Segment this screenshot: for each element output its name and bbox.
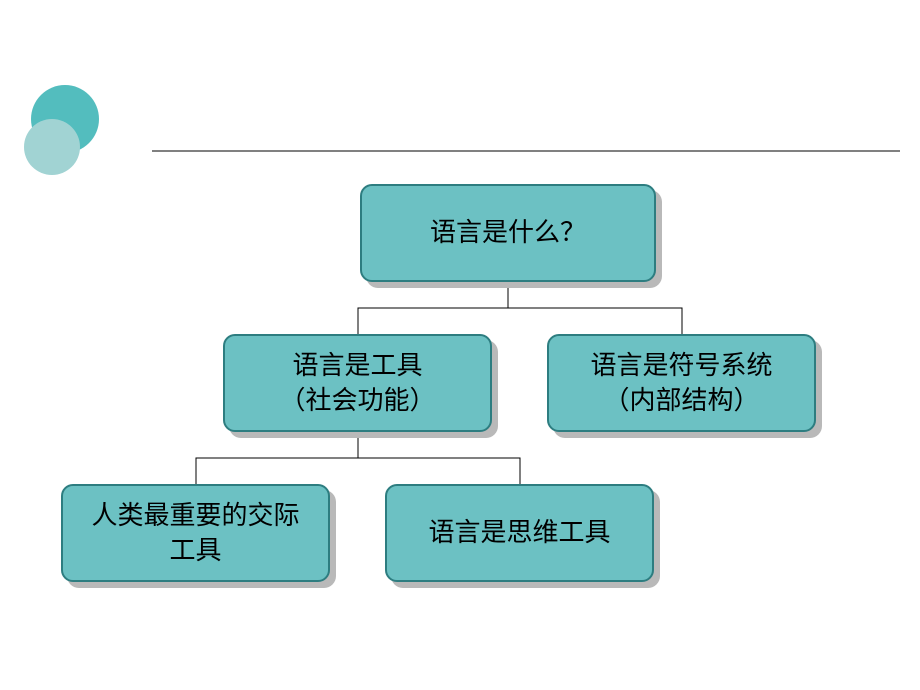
- connector-1: [508, 282, 682, 334]
- connector-3: [358, 432, 520, 484]
- node-ll: 人类最重要的交际 工具: [61, 484, 330, 582]
- connector-0: [358, 282, 508, 334]
- node-right: 语言是符号系统 （内部结构）: [547, 334, 816, 432]
- node-label-ll: 人类最重要的交际 工具: [91, 498, 299, 568]
- node-label-right: 语言是符号系统 （内部结构）: [590, 348, 772, 418]
- diagram-canvas: 语言是什么？ 语言是工具 （社会功能） 语言是符号系统 （内部结构） 人类最重要的交际…: [0, 0, 920, 690]
- bullet-outer-circle: [31, 85, 99, 153]
- node-label-left: 语言是工具 （社会功能）: [279, 348, 435, 418]
- node-label-lr: 语言是思维工具: [428, 515, 610, 550]
- node-lr: 语言是思维工具: [385, 484, 654, 582]
- node-label-root: 语言是什么？: [430, 215, 586, 250]
- connector-2: [196, 432, 358, 484]
- bullet-inner-circle: [24, 119, 80, 175]
- node-root: 语言是什么？: [360, 184, 656, 282]
- node-left: 语言是工具 （社会功能）: [223, 334, 492, 432]
